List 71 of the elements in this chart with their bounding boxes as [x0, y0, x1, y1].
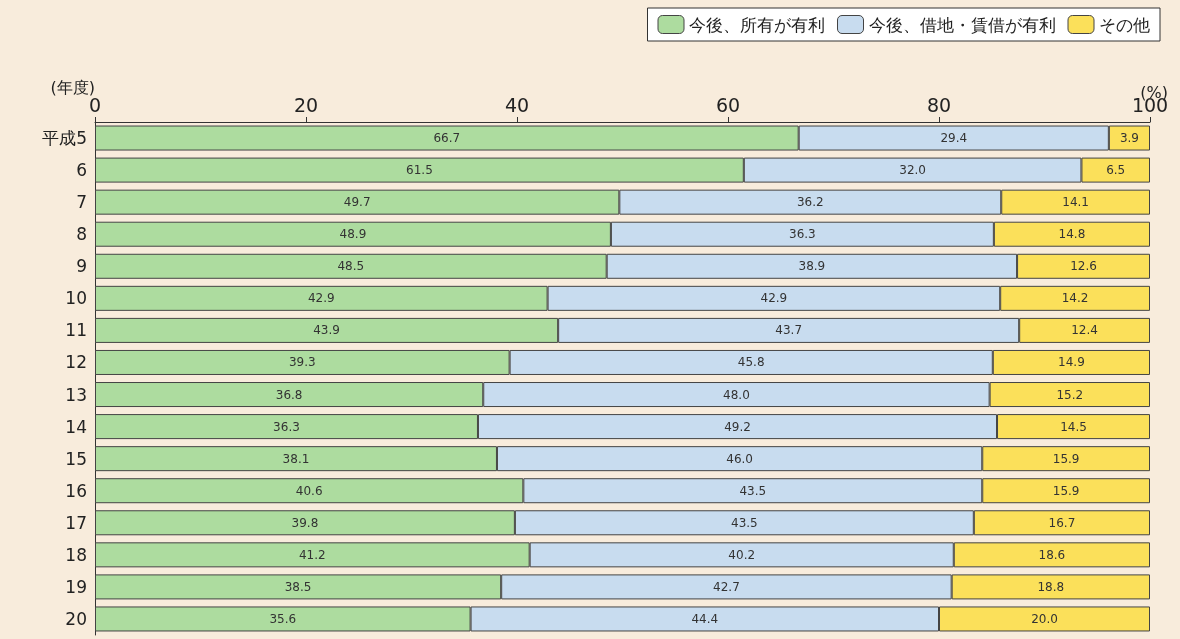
data-label: 39.3	[288, 355, 316, 370]
data-label: 38.1	[282, 451, 310, 466]
data-label: 35.6	[269, 611, 297, 626]
data-label: 45.8	[737, 355, 765, 370]
data-label: 43.5	[730, 515, 758, 530]
data-label: 15.2	[1056, 387, 1084, 402]
data-label: 32.0	[899, 163, 926, 178]
y-tick-label: 19	[65, 576, 87, 597]
y-tick-label: 7	[76, 192, 87, 213]
y-tick-label: 16	[65, 480, 87, 501]
data-label: 43.9	[313, 323, 340, 338]
data-label: 20.0	[1031, 611, 1058, 626]
data-label: 42.7	[713, 579, 740, 594]
data-label: 6.5	[1106, 163, 1126, 178]
data-label: 42.9	[307, 291, 335, 306]
data-label: 41.2	[298, 547, 326, 562]
data-label: 15.9	[1052, 483, 1080, 498]
y-tick-label: 13	[65, 384, 87, 405]
legend-label: その他	[1099, 14, 1150, 35]
y-tick-label: 平成5	[42, 128, 87, 149]
data-label: 36.3	[273, 419, 300, 434]
data-label: 40.2	[728, 547, 756, 562]
data-label: 42.9	[760, 291, 788, 306]
y-tick-label: 8	[76, 224, 87, 245]
y-tick-label: 6	[76, 160, 87, 181]
data-label: 44.4	[691, 611, 719, 626]
y-tick-label: 17	[65, 512, 87, 533]
data-label: 14.1	[1062, 195, 1089, 210]
data-label: 29.4	[940, 131, 968, 146]
data-label: 36.2	[796, 195, 824, 210]
y-tick-label: 18	[65, 544, 87, 565]
data-label: 36.8	[275, 387, 303, 402]
data-label: 40.6	[295, 483, 323, 498]
data-label: 12.6	[1070, 259, 1097, 274]
data-label: 15.9	[1052, 451, 1080, 466]
data-label: 14.2	[1061, 291, 1089, 306]
x-tick-label: 40	[504, 93, 530, 116]
data-label: 66.7	[433, 131, 461, 146]
data-label: 14.8	[1058, 227, 1086, 242]
y-tick-label: 14	[65, 416, 87, 437]
data-label: 36.3	[789, 227, 816, 242]
data-label: 43.7	[775, 323, 803, 338]
data-label: 16.7	[1048, 515, 1076, 530]
data-label: 38.5	[284, 579, 312, 594]
data-label: 18.8	[1037, 579, 1065, 594]
y-tick-label: 10	[65, 288, 87, 309]
legend-label: 今後、所有が有利	[689, 14, 825, 35]
y-tick-label: 20	[65, 608, 87, 629]
y-tick-label: 12	[65, 352, 87, 373]
data-label: 48.0	[723, 387, 750, 402]
x-tick-label: 20	[293, 93, 319, 116]
data-label: 46.0	[726, 451, 753, 466]
x-tick-label: 60	[715, 93, 741, 116]
data-label: 49.2	[724, 419, 751, 434]
y-tick-label: 15	[65, 448, 87, 469]
data-label: 48.5	[337, 259, 365, 274]
data-label: 18.6	[1038, 547, 1066, 562]
data-label: 12.4	[1071, 323, 1098, 338]
y-tick-label: 9	[76, 256, 87, 277]
y-tick-label: 11	[65, 320, 87, 341]
legend-label: 今後、借地・賃借が有利	[868, 14, 1056, 35]
data-label: 48.9	[339, 227, 367, 242]
x-tick-label: 80	[926, 93, 952, 116]
data-label: 3.9	[1119, 131, 1139, 146]
data-label: 14.5	[1060, 419, 1087, 434]
data-label: 49.7	[343, 195, 371, 210]
data-label: 14.9	[1058, 355, 1085, 370]
data-label: 61.5	[406, 163, 433, 178]
data-label: 43.5	[739, 483, 767, 498]
data-label: 39.8	[291, 515, 319, 530]
data-label: 38.9	[798, 259, 826, 274]
